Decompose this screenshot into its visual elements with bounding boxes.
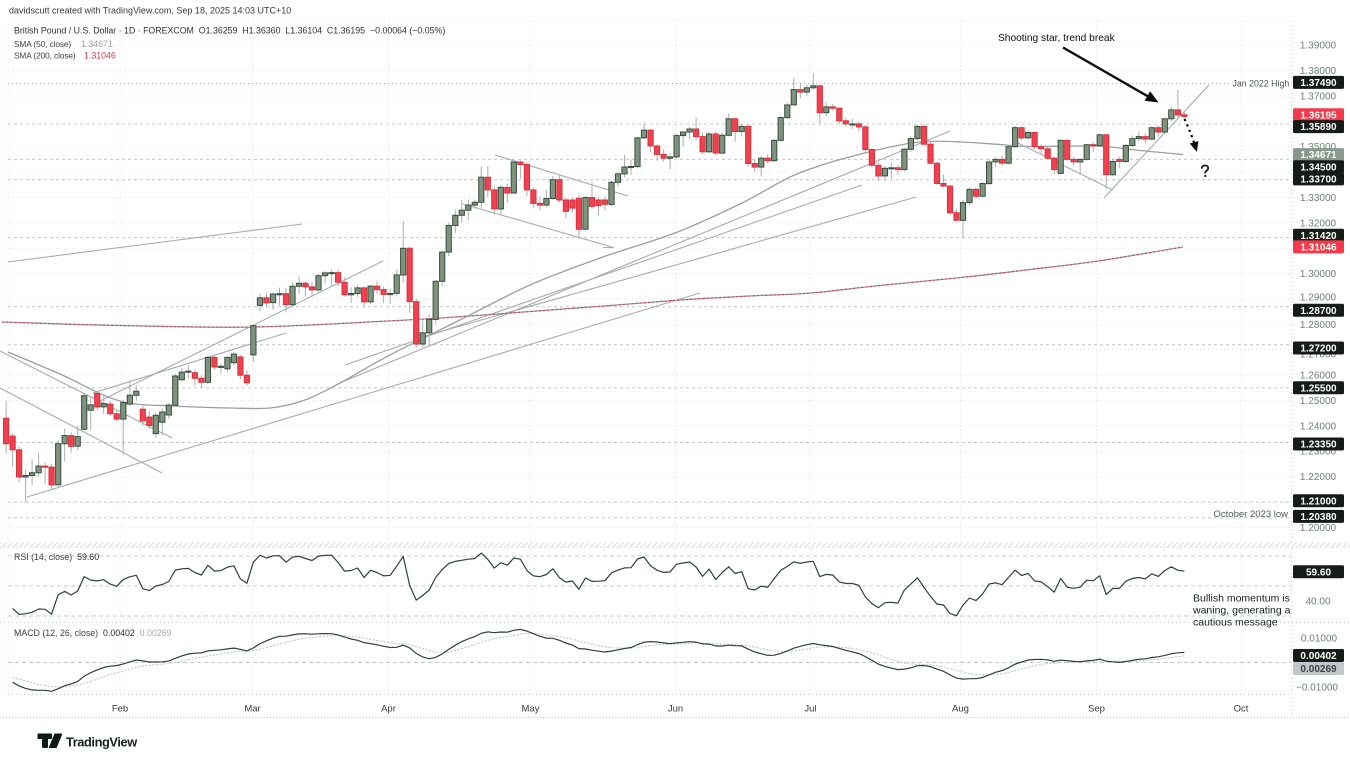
svg-text:cautious message: cautious message <box>1193 617 1278 629</box>
svg-text:Jan 2022 High: Jan 2022 High <box>1233 78 1290 88</box>
svg-text:59.60: 59.60 <box>1306 567 1331 578</box>
svg-text:TradingView: TradingView <box>66 735 137 750</box>
svg-text:October 2023 low: October 2023 low <box>1214 509 1289 520</box>
svg-text:1.33000: 1.33000 <box>1300 193 1337 204</box>
svg-text:1.22000: 1.22000 <box>1300 472 1337 483</box>
svg-text:May: May <box>522 704 540 715</box>
svg-text:1.20380: 1.20380 <box>1300 512 1337 523</box>
svg-text:waning, generating a: waning, generating a <box>1192 605 1291 617</box>
svg-text:1.34500: 1.34500 <box>1300 162 1337 173</box>
svg-text:1.25500: 1.25500 <box>1300 383 1337 394</box>
svg-text:British Pound / U.S. Dollar ·: British Pound / U.S. Dollar · 1D · FOREX… <box>14 26 445 36</box>
svg-text:40.00: 40.00 <box>1305 597 1330 608</box>
svg-text:1.34671: 1.34671 <box>81 39 113 49</box>
svg-text:−0.01000: −0.01000 <box>1296 683 1338 694</box>
svg-text:RSI (14, close) 59.60: RSI (14, close) 59.60 <box>14 552 99 562</box>
svg-text:1.37000: 1.37000 <box>1300 92 1337 103</box>
svg-text:1.34671: 1.34671 <box>1300 150 1337 161</box>
svg-text:1.37490: 1.37490 <box>1300 78 1337 89</box>
svg-text:1.31420: 1.31420 <box>1300 231 1337 242</box>
svg-text:1.29000: 1.29000 <box>1300 293 1337 304</box>
svg-text:1.30000: 1.30000 <box>1300 269 1337 280</box>
svg-text:1.27000: 1.27000 <box>1300 350 1337 361</box>
svg-text:1.20000: 1.20000 <box>1300 523 1337 534</box>
svg-text:1.39000: 1.39000 <box>1300 41 1337 52</box>
svg-text:Mar: Mar <box>244 704 260 715</box>
svg-text:1.26000: 1.26000 <box>1300 371 1337 382</box>
svg-text:Sep: Sep <box>1088 704 1105 715</box>
svg-text:1.38000: 1.38000 <box>1300 66 1337 77</box>
svg-text:davidscutt created with Tradin: davidscutt created with TradingView.com,… <box>9 6 291 16</box>
svg-text:SMA (200, close): SMA (200, close) <box>14 51 76 61</box>
svg-text:1.35890: 1.35890 <box>1300 122 1337 133</box>
svg-text:1.33700: 1.33700 <box>1300 175 1337 186</box>
svg-text:0.00402: 0.00402 <box>1300 651 1337 662</box>
svg-text:Aug: Aug <box>952 704 969 715</box>
svg-text:1.31046: 1.31046 <box>84 51 116 61</box>
svg-text:Jul: Jul <box>804 704 816 715</box>
svg-text:1.36195: 1.36195 <box>1300 110 1337 121</box>
svg-text:1.32000: 1.32000 <box>1300 218 1337 229</box>
svg-text:1.28000: 1.28000 <box>1300 320 1337 331</box>
svg-text:Apr: Apr <box>381 704 396 715</box>
svg-text:SMA (50, close): SMA (50, close) <box>14 39 71 49</box>
svg-text:Oct: Oct <box>1234 704 1249 715</box>
svg-text:Bullish momentum is: Bullish momentum is <box>1193 593 1290 605</box>
svg-text:0.00269: 0.00269 <box>1300 664 1337 675</box>
svg-text:1.28700: 1.28700 <box>1300 306 1337 317</box>
svg-text:1.23350: 1.23350 <box>1300 440 1337 451</box>
svg-text:1.27200: 1.27200 <box>1300 344 1337 355</box>
svg-text:MACD (12, 26, close) 0.00402: MACD (12, 26, close) 0.00402 0.00269 <box>14 628 172 638</box>
svg-text:1.31046: 1.31046 <box>1300 243 1337 254</box>
svg-text:1.24000: 1.24000 <box>1300 422 1337 433</box>
svg-text:1.21000: 1.21000 <box>1300 496 1337 507</box>
svg-text:1.25000: 1.25000 <box>1300 396 1337 407</box>
svg-text:Feb: Feb <box>112 704 128 715</box>
svg-text:1.23000: 1.23000 <box>1300 447 1337 458</box>
svg-text:1.35000: 1.35000 <box>1300 142 1337 153</box>
svg-text:Jun: Jun <box>668 704 683 715</box>
svg-text:Shooting star, trend break: Shooting star, trend break <box>998 33 1116 44</box>
svg-text:0.01000: 0.01000 <box>1301 634 1338 645</box>
